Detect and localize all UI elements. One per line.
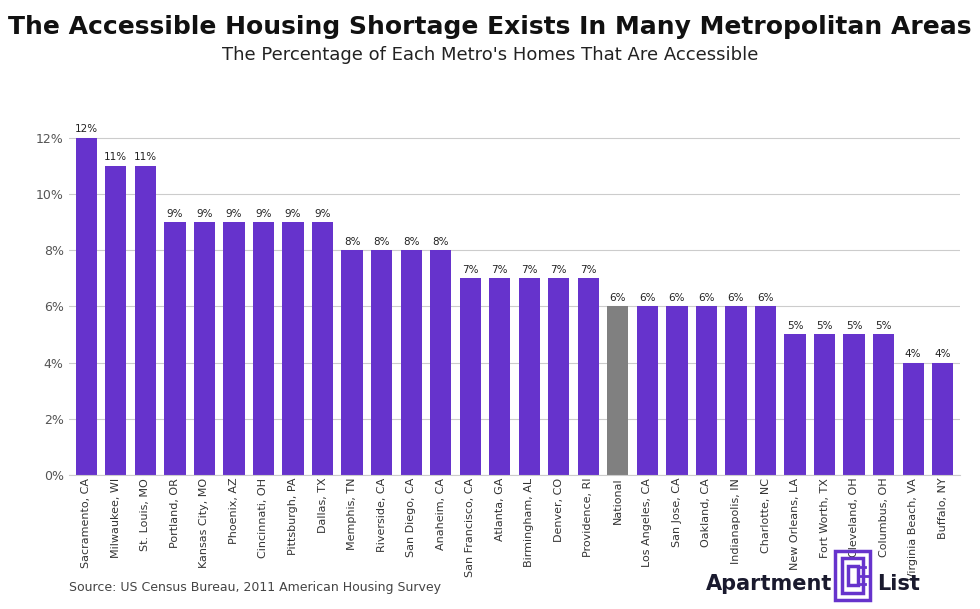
Bar [460,278,481,475]
Bar [282,222,304,475]
Text: 7%: 7% [492,265,508,275]
Bar [518,278,540,475]
Bar [134,166,156,475]
Bar [844,334,864,475]
Text: 6%: 6% [758,293,774,303]
Bar [932,362,954,475]
Bar [784,334,806,475]
Bar [105,166,126,475]
Bar [725,306,747,475]
Text: 7%: 7% [580,265,597,275]
Text: 9%: 9% [315,209,331,219]
Text: 5%: 5% [816,321,833,331]
Bar [637,306,658,475]
Bar [755,306,776,475]
Text: 5%: 5% [787,321,804,331]
Text: 4%: 4% [905,349,921,359]
Bar [194,222,215,475]
Text: 9%: 9% [285,209,301,219]
Text: 9%: 9% [225,209,242,219]
Bar [577,278,599,475]
Bar [873,334,895,475]
Text: 7%: 7% [521,265,537,275]
Text: 12%: 12% [74,124,98,135]
Text: 7%: 7% [551,265,567,275]
Text: 5%: 5% [875,321,892,331]
Text: The Accessible Housing Shortage Exists In Many Metropolitan Areas: The Accessible Housing Shortage Exists I… [8,15,972,39]
Text: 6%: 6% [728,293,744,303]
Bar [814,334,835,475]
Bar [75,138,97,475]
Bar [903,362,924,475]
Text: 6%: 6% [639,293,656,303]
Text: 11%: 11% [134,152,157,163]
Text: 5%: 5% [846,321,862,331]
Text: Apartment: Apartment [706,574,832,594]
Text: 8%: 8% [403,237,419,247]
Text: 11%: 11% [104,152,127,163]
Bar [548,278,569,475]
Text: 7%: 7% [462,265,478,275]
Text: 8%: 8% [373,237,390,247]
Bar [371,250,392,475]
Text: 9%: 9% [167,209,183,219]
Bar [489,278,511,475]
Text: 8%: 8% [344,237,361,247]
Bar [165,222,185,475]
Bar [666,306,688,475]
Bar [341,250,363,475]
Text: 6%: 6% [610,293,626,303]
Text: 8%: 8% [432,237,449,247]
Text: 9%: 9% [255,209,271,219]
Text: 6%: 6% [698,293,714,303]
Bar [223,222,245,475]
Text: 4%: 4% [935,349,951,359]
Bar [696,306,717,475]
Bar [253,222,274,475]
Text: List: List [877,574,920,594]
Bar [401,250,421,475]
Bar [608,306,628,475]
Text: Source: US Census Bureau, 2011 American Housing Survey: Source: US Census Bureau, 2011 American … [69,581,441,594]
Bar [312,222,333,475]
Text: 6%: 6% [668,293,685,303]
Text: The Percentage of Each Metro's Homes That Are Accessible: The Percentage of Each Metro's Homes Tha… [221,46,759,64]
Text: 9%: 9% [196,209,213,219]
Bar [430,250,452,475]
